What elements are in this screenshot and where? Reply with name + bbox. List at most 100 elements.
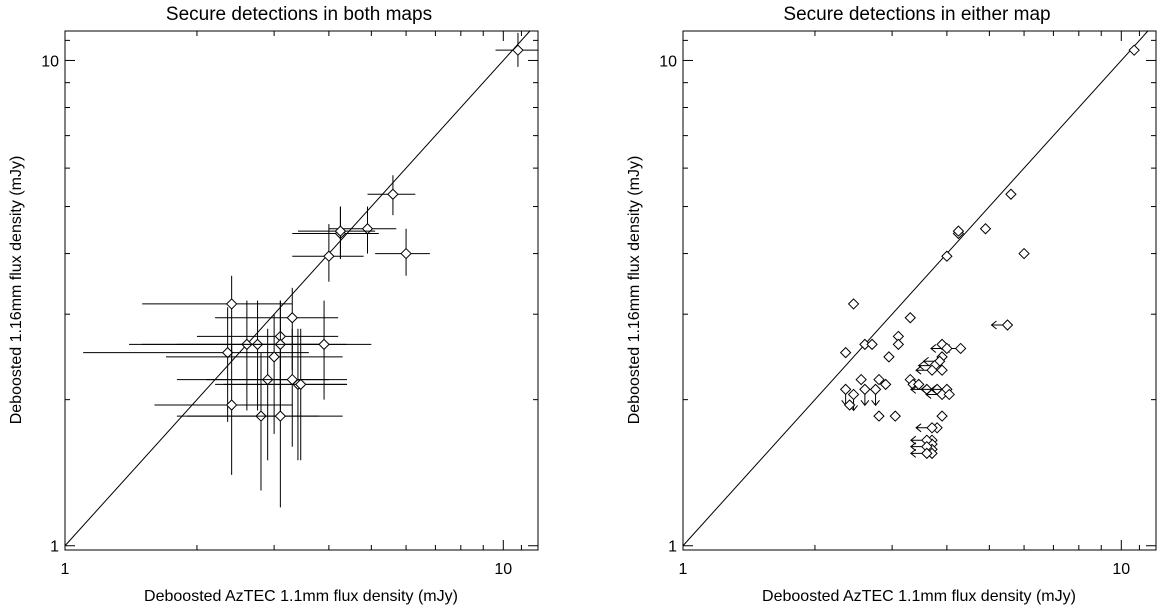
diamond-marker: [225, 399, 238, 411]
panel-left-points: [83, 32, 538, 508]
data-point: [904, 312, 916, 324]
data-point: [873, 373, 885, 386]
data-point: [187, 352, 343, 508]
y-tick-label: 10: [41, 53, 59, 70]
data-point: [154, 344, 293, 475]
diamond-marker: [334, 225, 347, 237]
diamond-marker: [361, 223, 374, 235]
diamond-marker: [1128, 44, 1140, 56]
data-point: [375, 228, 430, 276]
data-point: [847, 298, 860, 310]
diamond-marker: [926, 422, 938, 434]
diamond-marker: [866, 338, 878, 351]
data-point: [869, 383, 882, 407]
diamond-marker: [904, 312, 916, 324]
data-point: [930, 342, 953, 355]
data-point: [855, 373, 867, 386]
data-point: [952, 225, 965, 237]
diamond-marker: [936, 364, 948, 376]
data-point: [166, 314, 343, 434]
data-point: [297, 206, 376, 259]
panel-left-frame: [64, 30, 539, 551]
diamond-marker: [943, 388, 955, 401]
diamond-marker: [221, 346, 234, 359]
diamond-marker: [936, 410, 948, 422]
x-tick-label: 10: [1112, 561, 1130, 578]
data-point: [1005, 188, 1017, 200]
diamond-marker: [883, 351, 895, 363]
diamond-marker: [512, 44, 524, 56]
diamond-marker: [1018, 247, 1030, 260]
data-point: [83, 307, 309, 422]
diamond-marker: [847, 388, 860, 401]
data-point: [915, 422, 938, 434]
diamond-marker: [921, 447, 933, 460]
diamond-marker: [286, 312, 298, 324]
panel-right: Secure detections in either map Debooste…: [626, 4, 1157, 605]
diamond-marker: [843, 399, 856, 411]
panel-right-ylabel: Deboosted 1.16mm flux density (mJy): [626, 156, 643, 425]
data-point: [866, 338, 878, 351]
data-point: [1128, 44, 1140, 56]
data-point: [910, 447, 933, 460]
data-point: [889, 410, 901, 422]
diamond-marker: [941, 342, 953, 355]
data-point: [839, 346, 852, 359]
diamond-marker: [839, 346, 852, 359]
data-point: [941, 250, 953, 262]
diamond-marker: [926, 364, 938, 376]
y-tick-label: 1: [668, 539, 677, 556]
data-point: [879, 378, 892, 391]
panel-left-xlabel: Deboosted AzTEC 1.1mm flux density (mJy): [144, 588, 458, 605]
diamond-marker: [387, 188, 399, 200]
diamond-marker: [1005, 188, 1017, 200]
diamond-marker: [268, 351, 280, 363]
diamond-marker: [952, 225, 965, 237]
data-point: [1018, 247, 1030, 260]
data-point: [254, 300, 372, 400]
diamond-marker: [323, 250, 335, 262]
data-point: [873, 410, 885, 422]
diamond-marker: [941, 250, 953, 262]
data-point: [292, 224, 364, 282]
panel-right-frame: [682, 30, 1157, 551]
diamond-marker: [979, 223, 992, 235]
diamond-marker: [274, 410, 287, 422]
data-point: [892, 338, 905, 351]
diamond-marker: [847, 298, 860, 310]
data-point: [936, 364, 948, 376]
data-point: [367, 175, 416, 216]
data-point: [843, 399, 856, 411]
y-tick-label: 1: [50, 539, 59, 556]
diamond-marker: [225, 298, 238, 310]
x-tick-label: 1: [61, 561, 70, 578]
data-point: [176, 328, 329, 461]
panel-right-points: [839, 44, 1140, 460]
diamond-marker: [295, 378, 307, 391]
data-point: [925, 388, 948, 401]
panel-right-ticks: 1 10 1 10: [659, 31, 1157, 578]
panel-left: Secure detections in both maps Deboosted…: [8, 4, 539, 605]
diamond-marker: [889, 410, 901, 422]
panel-right-xlabel: Deboosted AzTEC 1.1mm flux density (mJy): [762, 588, 1076, 605]
y-tick-label: 10: [659, 53, 677, 70]
one-to-one-line: [682, 30, 1149, 547]
panel-left-reference-line: [64, 30, 531, 547]
diamond-marker: [892, 338, 905, 351]
diamond-marker: [879, 378, 892, 391]
diamond-marker: [859, 383, 871, 396]
panel-left-ylabel: Deboosted 1.16mm flux density (mJy): [8, 156, 25, 425]
diamond-marker: [839, 383, 852, 396]
diamond-marker: [855, 373, 867, 386]
data-point: [223, 328, 348, 461]
data-point: [495, 32, 538, 67]
diamond-marker: [873, 410, 885, 422]
diamond-marker: [869, 383, 882, 396]
data-point: [883, 351, 895, 363]
data-point: [910, 434, 933, 446]
diamond-marker: [873, 373, 885, 386]
data-point: [936, 410, 948, 422]
diamond-marker: [954, 342, 967, 355]
panel-left-ticks: 1 10 1 10: [41, 31, 539, 578]
panel-right-title: Secure detections in either map: [783, 4, 1050, 25]
